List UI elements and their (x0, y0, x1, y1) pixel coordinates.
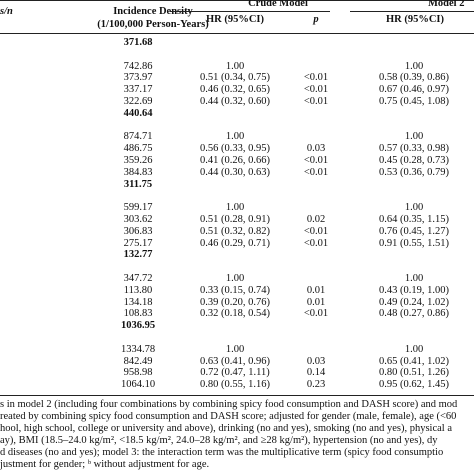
incidence-total: 132.77 (123, 249, 153, 261)
crude-p-value: 0.03 (306, 355, 326, 367)
model2-hr-value: 1.00 (404, 131, 424, 143)
model2-hr-value: 0.80 (0.51, 1.26) (379, 367, 449, 379)
crude-hr-value: 0.32 (0.18, 0.54) (200, 308, 270, 320)
crude-p-value: <0.01 (303, 96, 329, 107)
header-crude-model: Crude Model (248, 0, 308, 9)
footnote-6: justment for gender; ᵇ without adjustmen… (0, 459, 210, 470)
model2-hr-value: 0.53 (0.36, 0.79) (379, 166, 449, 178)
incidence-value: 134.18 (123, 296, 153, 308)
model2-hr-value: 1.00 (404, 273, 424, 284)
crude-p-value: 0.14 (306, 367, 326, 379)
header-p: p (313, 14, 319, 25)
crude-model-underline (170, 11, 330, 12)
crude-hr-value: 0.44 (0.30, 0.63) (200, 166, 270, 178)
incidence-value: 337.17 (123, 84, 153, 96)
model2-hr-value: 1.00 (404, 343, 424, 355)
model2-hr-value: 0.67 (0.46, 0.97) (379, 84, 449, 96)
crude-hr-value: 0.80 (0.55, 1.16) (200, 379, 270, 391)
top-rule (0, 0, 474, 1)
incidence-total: 371.68 (123, 37, 153, 48)
header-model2: Model 2 (428, 0, 465, 9)
incidence-value: 1334.78 (120, 343, 156, 355)
incidence-total: 1036.95 (120, 320, 156, 332)
model2-hr-value: 1.00 (404, 202, 424, 214)
model2-hr-value: 0.64 (0.35, 1.15) (379, 214, 449, 225)
crude-hr-value: 0.46 (0.29, 0.71) (200, 237, 270, 249)
model2-hr-value: 0.48 (0.27, 0.86) (379, 308, 449, 320)
incidence-value: 275.17 (123, 237, 153, 249)
model2-hr-value: 0.76 (0.45, 1.27) (379, 225, 449, 237)
crude-p-value: 0.23 (306, 379, 326, 391)
crude-p-value: 0.01 (306, 284, 326, 296)
header-col-n: s/n (0, 6, 13, 17)
crude-hr-value: 0.63 (0.41, 0.96) (200, 355, 270, 367)
incidence-value: 842.49 (123, 355, 153, 367)
model2-hr-value: 1.00 (404, 60, 424, 72)
crude-p-value: <0.01 (303, 308, 329, 320)
footnote-3: hool, high school, college or university… (0, 423, 452, 434)
model2-hr-value: 0.43 (0.19, 1.00) (379, 284, 449, 296)
incidence-value: 373.97 (123, 72, 153, 84)
incidence-total: 440.64 (123, 107, 153, 119)
incidence-value: 742.86 (123, 60, 153, 72)
incidence-value: 958.98 (123, 367, 153, 379)
incidence-value: 306.83 (123, 225, 153, 237)
crude-hr-value: 1.00 (225, 131, 245, 143)
header-incidence-line1: Incidence Density (113, 6, 193, 17)
crude-p-value: <0.01 (303, 84, 329, 96)
footnote-1: s in model 2 (including four combination… (0, 399, 458, 410)
crude-p-value: <0.01 (303, 166, 329, 178)
incidence-value: 108.83 (123, 308, 153, 320)
model2-underline (350, 11, 474, 12)
crude-hr-value: 0.51 (0.34, 0.75) (200, 72, 270, 84)
header-bottom-rule (0, 33, 474, 34)
table-bottom-rule (0, 395, 474, 396)
crude-hr-value: 0.39 (0.20, 0.76) (200, 296, 270, 308)
footnote-5: d diseases (no and yes); model 3: the in… (0, 447, 444, 458)
crude-hr-value: 0.33 (0.15, 0.74) (200, 284, 270, 296)
header-hr-crude: HR (95%CI) (205, 14, 265, 25)
crude-hr-value: 0.51 (0.28, 0.91) (200, 214, 270, 225)
incidence-value: 874.71 (123, 131, 153, 143)
incidence-value: 1064.10 (120, 379, 156, 391)
incidence-value: 599.17 (123, 202, 153, 214)
crude-p-value: <0.01 (303, 155, 329, 166)
crude-hr-value: 0.56 (0.33, 0.95) (200, 143, 270, 155)
incidence-value: 486.75 (123, 143, 153, 155)
crude-hr-value: 1.00 (225, 60, 245, 72)
incidence-value: 113.80 (123, 284, 153, 296)
incidence-value: 322.69 (123, 96, 153, 107)
model2-hr-value: 0.95 (0.62, 1.45) (379, 379, 449, 391)
incidence-total: 311.75 (123, 178, 153, 190)
incidence-value: 303.62 (123, 214, 153, 225)
footnote-2: reated by combining spicy food consumpti… (0, 411, 457, 422)
model2-hr-value: 0.49 (0.24, 1.02) (379, 296, 449, 308)
model2-hr-value: 0.45 (0.28, 0.73) (379, 155, 449, 166)
crude-p-value: <0.01 (303, 225, 329, 237)
model2-hr-value: 0.75 (0.45, 1.08) (379, 96, 449, 107)
crude-p-value: <0.01 (303, 72, 329, 84)
model2-hr-value: 0.58 (0.39, 0.86) (379, 72, 449, 84)
incidence-value: 359.26 (123, 155, 153, 166)
crude-p-value: 0.02 (306, 214, 326, 225)
footnote-4: ay), BMI (18.5–24.0 kg/m², <18.5 kg/m², … (0, 435, 438, 446)
crude-hr-value: 1.00 (225, 343, 245, 355)
crude-hr-value: 0.41 (0.26, 0.66) (200, 155, 270, 166)
crude-hr-value: 1.00 (225, 202, 245, 214)
model2-hr-value: 0.57 (0.33, 0.98) (379, 143, 449, 155)
crude-p-value: 0.03 (306, 143, 326, 155)
incidence-value: 384.83 (123, 166, 153, 178)
incidence-value: 347.72 (123, 273, 153, 284)
crude-hr-value: 0.72 (0.47, 1.11) (200, 367, 270, 379)
crude-hr-value: 0.51 (0.32, 0.82) (200, 225, 270, 237)
crude-hr-value: 0.46 (0.32, 0.65) (200, 84, 270, 96)
model2-hr-value: 0.91 (0.55, 1.51) (379, 237, 449, 249)
crude-hr-value: 0.44 (0.32, 0.60) (200, 96, 270, 107)
crude-p-value: <0.01 (303, 237, 329, 249)
crude-hr-value: 1.00 (225, 273, 245, 284)
header-hr-model2: HR (95%CI) (385, 14, 445, 25)
header-incidence-line2: (1/100,000 Person-Years) (97, 19, 209, 30)
crude-p-value: 0.01 (306, 296, 326, 308)
model2-hr-value: 0.65 (0.41, 1.02) (379, 355, 449, 367)
